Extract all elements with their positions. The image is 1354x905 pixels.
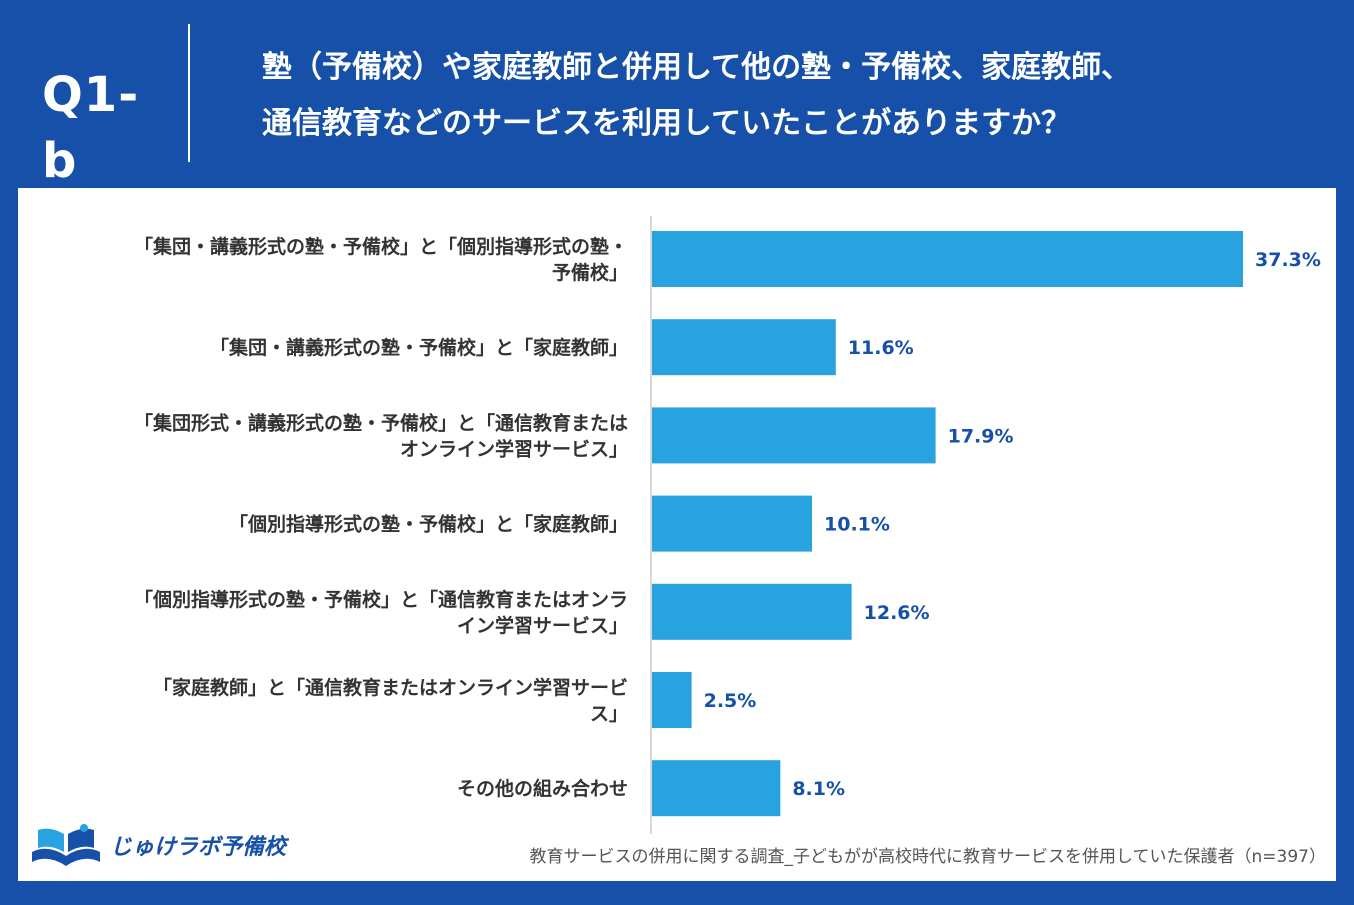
category-label-2-line-0: 「集団形式・講義形式の塾・予備校」と「通信教育または [134,411,628,434]
value-label-1: 11.6% [848,337,914,359]
category-label-4-line-0: 「個別指導形式の塾・予備校」と「通信教育またはオンラ [134,588,628,611]
category-label-0-line-0: 「集団・講義形式の塾・予備校」と「個別指導形式の塾・ [134,235,628,258]
brand-logo: じゅけラボ予備校 [28,822,286,868]
category-label-3: 「個別指導形式の塾・予備校」と「家庭教師」 [229,513,628,536]
value-label-4: 12.6% [864,602,930,624]
category-label-1: 「集団・講義形式の塾・予備校」と「家庭教師」 [210,336,628,359]
category-label-4-line-1: イン学習サービス」 [457,614,628,637]
title-line-2: 通信教育などのサービスを利用していたことがありますか？ [262,106,1072,141]
category-label-5-line-1: ス」 [590,703,628,725]
bar-0 [652,231,1243,287]
value-label-0: 37.3% [1255,249,1321,271]
chart-panel: 37.3% 「集団・講義形式の塾・予備校」と「個別指導形式の塾・予備校」 11.6%… [18,188,1336,881]
category-label-6: その他の組み合わせ [457,777,628,800]
page-title: 塾（予備校）や家庭教師と併用して他の塾・予備校、家庭教師、 通信教育などのサービ… [262,40,1322,152]
bar-1 [652,319,836,376]
bar-chart: 37.3% 「集団・講義形式の塾・予備校」と「個別指導形式の塾・予備校」 11.6%… [134,216,1321,834]
value-label-5: 2.5% [704,690,757,712]
bar-5 [652,672,692,728]
value-label-2: 17.9% [948,425,1014,447]
header-divider [188,24,190,162]
source-note: 教育サービスの併用に関する調査_子どもがが高校時代に教育サービスを併用していた保… [529,847,1326,867]
value-label-3: 10.1% [824,514,890,536]
open-book-icon [32,824,100,866]
category-label-5-line-0: 「家庭教師」と「通信教育またはオンライン学習サービ [153,676,628,699]
brand-name: じゅけラボ予備校 [110,835,287,860]
question-id: Q1-b [42,67,140,189]
bar-4 [652,583,852,640]
bar-6 [652,760,781,817]
bar-3 [652,495,813,552]
category-label-0-line-1: 予備校」 [552,261,628,284]
value-label-6: 8.1% [792,778,845,800]
bar-2 [652,407,936,464]
category-label-2-line-1: オンライン学習サービス」 [400,437,628,460]
title-line-1: 塾（予備校）や家庭教師と併用して他の塾・予備校、家庭教師、 [262,50,1132,85]
